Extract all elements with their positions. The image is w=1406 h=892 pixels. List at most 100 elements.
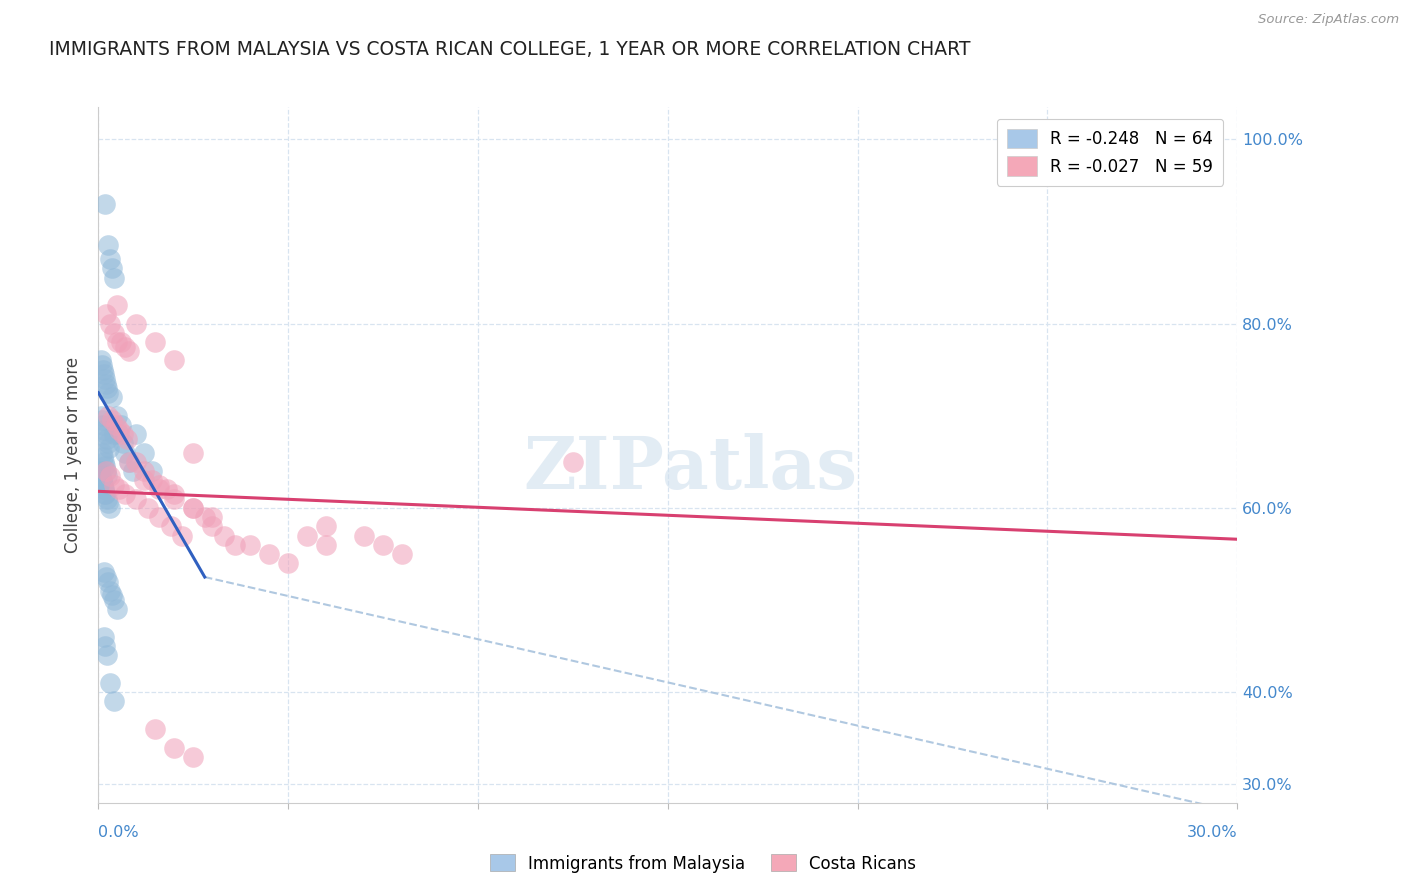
Point (97, 436, 120, 450)
Point (297, 528, 319, 542)
Point (118, 344, 141, 359)
Point (90, 468, 112, 483)
Point (98, 441, 121, 455)
Point (277, 556, 299, 570)
Point (201, 519, 224, 533)
Point (148, 478, 170, 492)
Point (93, 483, 115, 497)
Point (93, 423, 115, 437)
Point (212, 528, 235, 542)
Point (96, 432, 118, 446)
Point (94, 464, 117, 478)
Point (103, 270, 125, 285)
Point (107, 298, 129, 312)
Point (115, 432, 138, 446)
Point (97, 574, 120, 589)
Point (94, 427, 117, 442)
Point (91, 473, 114, 487)
Point (125, 317, 148, 331)
Point (114, 445, 136, 459)
Point (100, 413, 122, 427)
Point (94, 459, 117, 474)
Point (94, 570, 117, 584)
Point (110, 417, 132, 432)
Point (97, 496, 120, 510)
Point (96, 491, 118, 506)
Point (159, 519, 181, 533)
Point (98, 500, 121, 515)
Point (183, 500, 205, 515)
Point (98, 583, 121, 598)
Point (91, 473, 114, 487)
Point (353, 528, 375, 542)
Point (224, 538, 246, 552)
Text: 30.0%: 30.0% (1187, 825, 1237, 840)
Point (107, 602, 129, 616)
Point (90, 353, 112, 368)
Point (148, 483, 170, 497)
Point (97, 385, 120, 400)
Point (100, 390, 122, 404)
Point (103, 593, 125, 607)
Point (145, 334, 167, 349)
Point (94, 196, 117, 211)
Point (97, 238, 120, 252)
Point (93, 455, 115, 469)
Point (315, 519, 337, 533)
Point (132, 445, 155, 459)
Point (96, 468, 118, 483)
Point (97, 409, 120, 423)
Point (94, 307, 117, 321)
Point (132, 473, 155, 487)
Point (125, 491, 148, 506)
Point (93, 630, 115, 644)
Point (183, 749, 205, 764)
Point (194, 510, 217, 524)
Point (107, 334, 129, 349)
Point (104, 417, 127, 432)
Point (91, 445, 114, 459)
Point (239, 538, 262, 552)
Point (103, 694, 125, 708)
Point (98, 252, 121, 266)
Point (100, 589, 122, 603)
Point (94, 487, 117, 501)
Y-axis label: College, 1 year or more: College, 1 year or more (65, 357, 83, 553)
Point (93, 566, 115, 580)
Point (90, 409, 112, 423)
Point (125, 455, 148, 469)
Point (94, 372, 117, 386)
Point (110, 334, 132, 349)
Point (94, 487, 117, 501)
Point (91, 413, 114, 427)
Point (145, 722, 167, 736)
Point (96, 648, 118, 663)
Point (112, 427, 135, 442)
Point (371, 538, 394, 552)
Point (103, 478, 125, 492)
Point (136, 500, 159, 515)
Point (156, 483, 179, 497)
Legend: R = -0.248   N = 64, R = -0.027   N = 59: R = -0.248 N = 64, R = -0.027 N = 59 (997, 119, 1223, 186)
Point (163, 487, 186, 501)
Point (108, 427, 131, 442)
Point (91, 478, 114, 492)
Point (259, 547, 281, 561)
Point (183, 500, 205, 515)
Point (91, 450, 114, 465)
Point (94, 376, 117, 391)
Point (114, 340, 136, 354)
Point (118, 455, 141, 469)
Point (96, 381, 118, 395)
Point (141, 473, 163, 487)
Point (98, 468, 121, 483)
Point (93, 483, 115, 497)
Point (107, 409, 129, 423)
Point (108, 423, 131, 437)
Point (163, 491, 186, 506)
Point (163, 353, 186, 368)
Point (201, 510, 224, 524)
Point (170, 528, 193, 542)
Point (141, 464, 163, 478)
Text: 0.0%: 0.0% (98, 825, 139, 840)
